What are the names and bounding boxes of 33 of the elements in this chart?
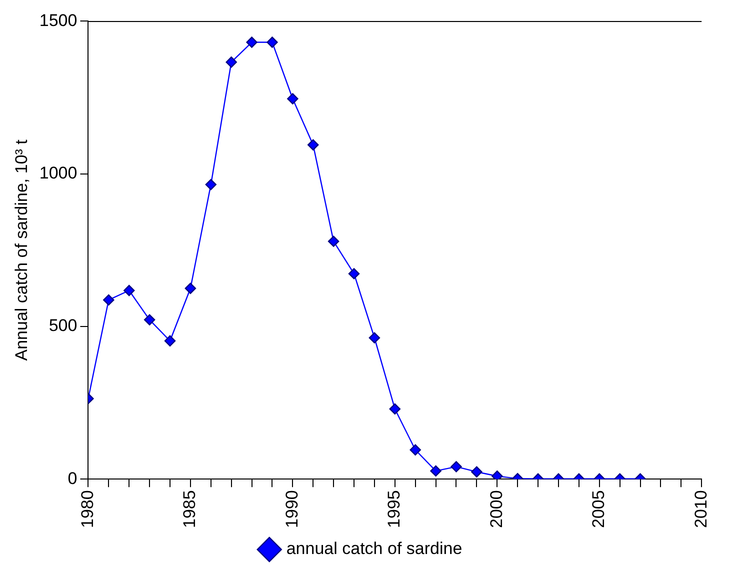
x-tick-label: 1990 (282, 490, 302, 528)
point (144, 314, 156, 326)
point (184, 282, 196, 294)
y-tick-label: 1000 (39, 164, 78, 183)
point (492, 470, 503, 480)
point (124, 284, 135, 296)
point (205, 178, 216, 190)
point (226, 56, 237, 68)
x-tick-label: 2010 (691, 490, 710, 528)
point (348, 268, 360, 280)
point (410, 444, 421, 456)
point (430, 465, 442, 477)
point (389, 403, 401, 415)
point (103, 294, 114, 306)
x-tick-label: 1995 (384, 490, 404, 528)
point (328, 236, 340, 247)
y-tick-label: 0 (68, 468, 78, 488)
point (266, 36, 278, 48)
y-axis-title: Annual catch of sardine, 10³ t (12, 139, 31, 361)
point (308, 139, 319, 150)
x-tick-label: 1985 (180, 490, 200, 528)
x-tick-label: 2000 (486, 490, 506, 528)
point (368, 332, 380, 344)
point (164, 335, 176, 346)
y-tick-label: 1500 (39, 10, 78, 30)
y-tick-label: 500 (48, 316, 78, 336)
legend-label: annual catch of sardine (286, 539, 462, 558)
point (471, 466, 482, 478)
x-tick-label: 1980 (78, 490, 97, 528)
point (287, 93, 298, 104)
x-tick-label: 2005 (589, 490, 608, 528)
point (246, 36, 258, 48)
point (450, 461, 462, 472)
